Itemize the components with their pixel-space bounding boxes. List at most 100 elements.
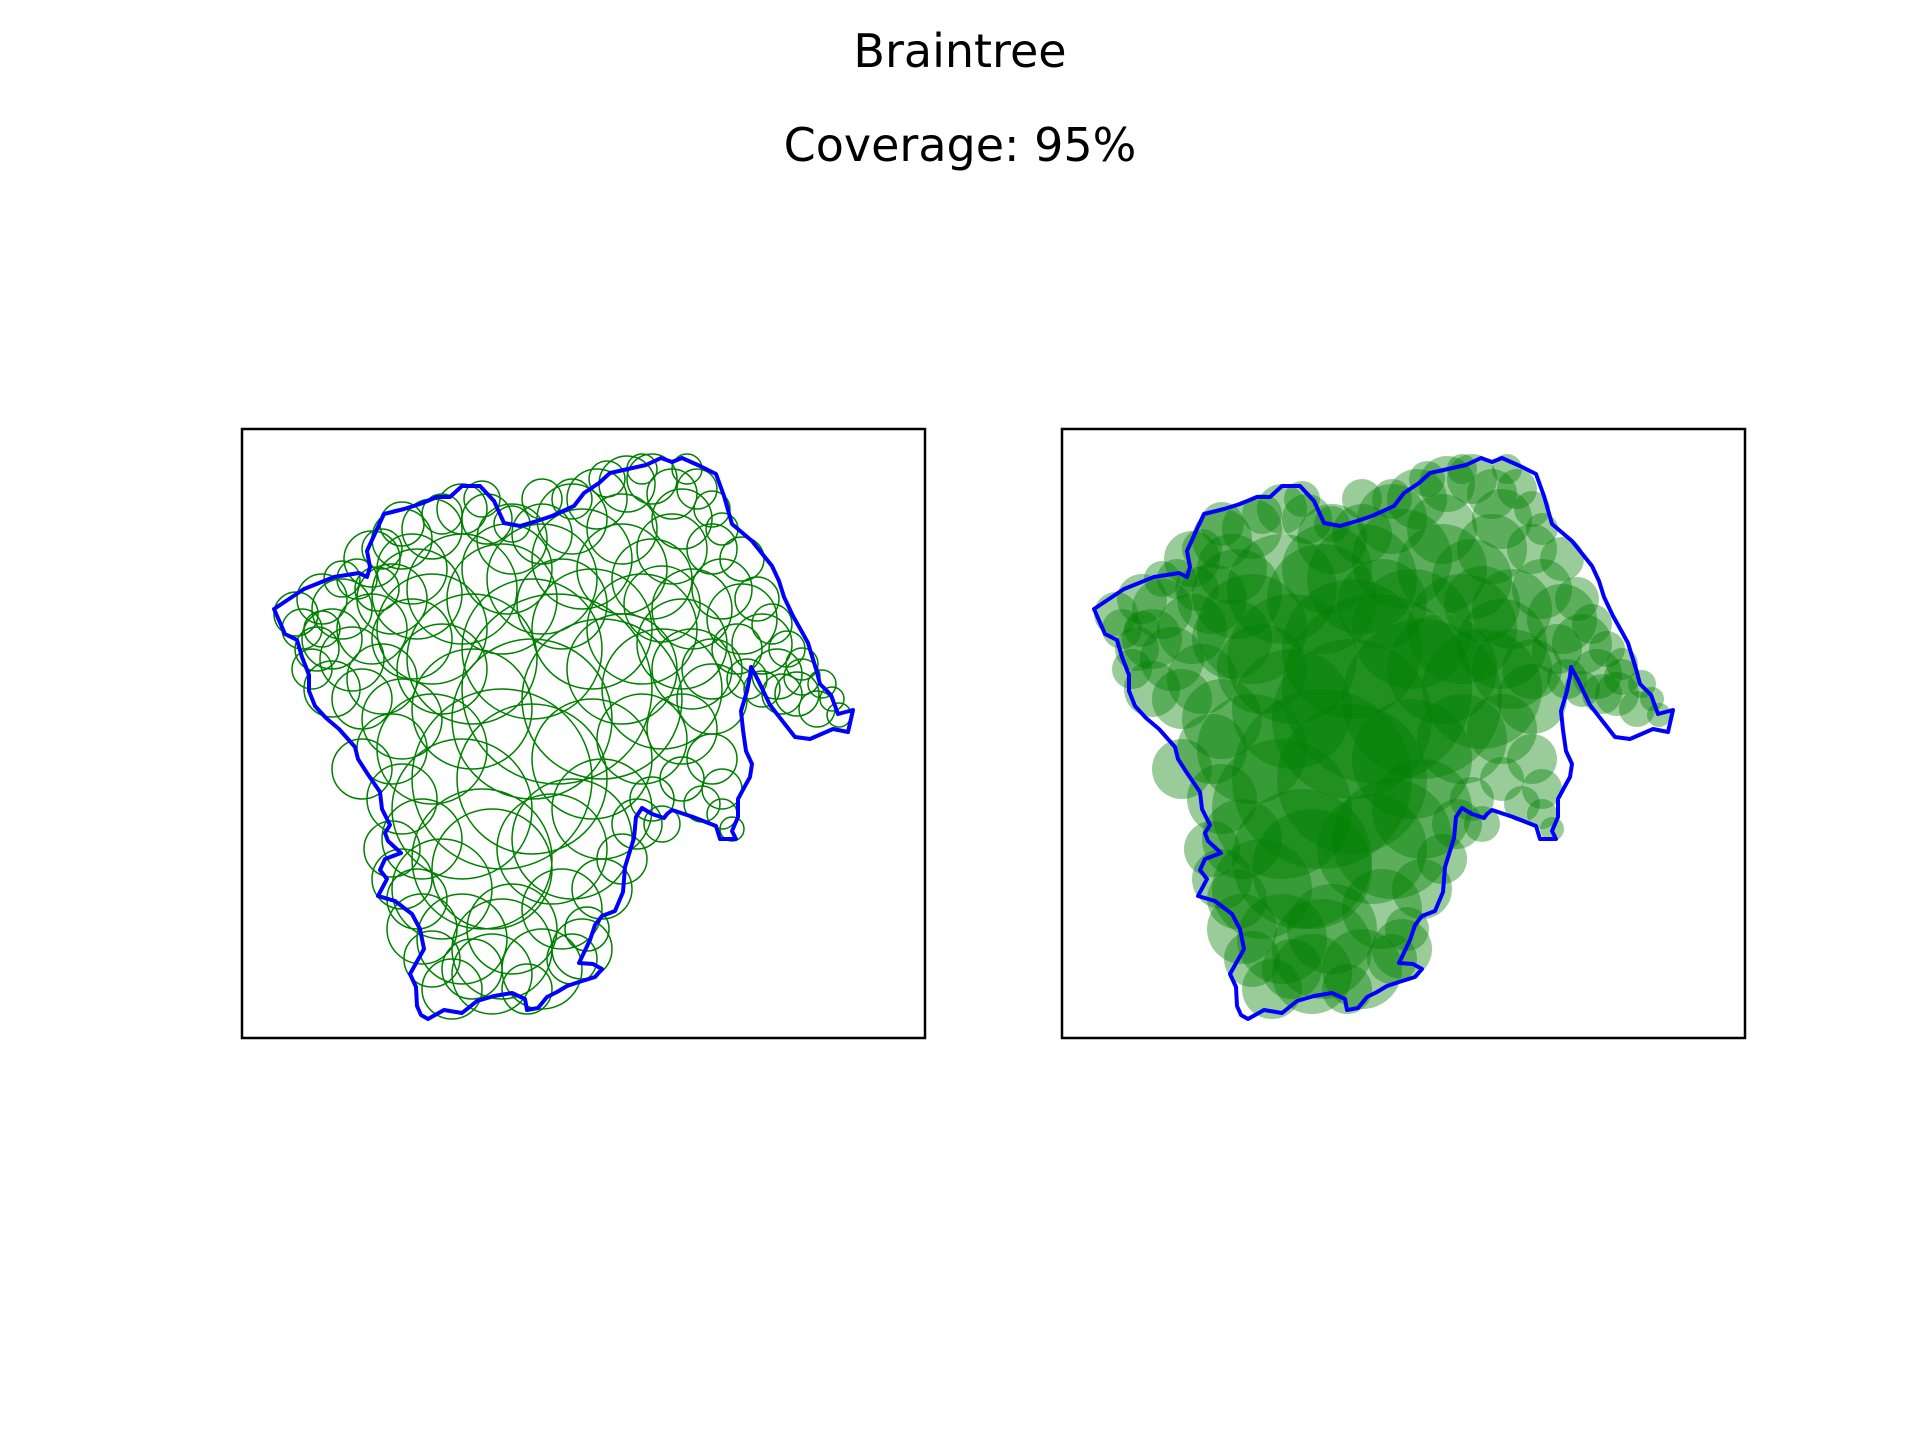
coverage-circle xyxy=(411,648,533,770)
coverage-circle xyxy=(1177,714,1247,784)
coverage-circle xyxy=(659,756,705,802)
coverage-circle xyxy=(1252,809,1372,929)
coverage-circle xyxy=(1352,569,1472,689)
coverage-circle xyxy=(461,578,603,720)
coverage-circle xyxy=(1284,481,1320,517)
panel-outline-circles xyxy=(240,427,927,1040)
coverage-circle xyxy=(691,558,753,620)
coverage-circle xyxy=(586,493,658,565)
coverage-circle xyxy=(411,788,553,930)
coverage-circle xyxy=(1232,789,1372,929)
coverage-circle xyxy=(1467,469,1517,519)
coverage-circle xyxy=(626,453,678,505)
coverage-circle xyxy=(1619,691,1655,727)
coverage-circle xyxy=(1287,884,1377,974)
coverage-circle xyxy=(1212,839,1312,939)
coverage-circle xyxy=(1237,894,1327,984)
coverage-circle xyxy=(1222,499,1282,559)
coverage-circle xyxy=(331,738,393,800)
coverage-circle xyxy=(476,503,548,575)
coverage-circle xyxy=(731,613,793,675)
coverage-circle xyxy=(1372,479,1412,519)
coverage-circle xyxy=(1352,699,1472,819)
coverage-circle xyxy=(381,798,463,880)
coverage-circle xyxy=(303,610,341,648)
coverage-circle xyxy=(1182,679,1262,759)
coverage-circle xyxy=(1197,694,1307,804)
coverage-circle xyxy=(406,593,538,725)
coverage-circle xyxy=(1115,627,1159,671)
coverage-circle xyxy=(1227,594,1357,724)
coverage-circle xyxy=(651,628,733,710)
coverage-circle xyxy=(371,598,453,680)
coverage-circle xyxy=(1504,786,1540,822)
district-boundary xyxy=(1092,456,1675,1021)
coverage-circle xyxy=(354,566,400,612)
coverage-circle xyxy=(1277,704,1427,854)
coverage-circles-2 xyxy=(1094,454,1671,1019)
coverage-circle xyxy=(531,508,633,610)
coverage-circle xyxy=(1532,624,1582,674)
coverage-circle xyxy=(1572,649,1622,699)
coverage-circle xyxy=(1192,509,1252,569)
coverage-circle xyxy=(456,703,608,855)
coverage-circle xyxy=(1572,604,1612,644)
coverage-circle xyxy=(588,460,626,498)
coverage-circle xyxy=(1472,489,1532,549)
coverage-circle xyxy=(303,660,361,718)
coverage-subtitle: Coverage: 95% xyxy=(783,118,1137,172)
coverage-circle xyxy=(1555,577,1599,621)
coverage-circle xyxy=(774,671,820,717)
coverage-circle xyxy=(734,576,780,622)
coverage-circle xyxy=(531,568,653,690)
coverage-circle xyxy=(1167,644,1237,714)
coverage-circle xyxy=(686,523,738,575)
coverage-circle xyxy=(1342,869,1422,949)
coverage-circle xyxy=(1502,639,1562,699)
coverage-circle xyxy=(1497,664,1567,734)
coverage-circle xyxy=(451,898,553,1000)
coverage-circle xyxy=(676,468,718,510)
coverage-circle xyxy=(807,669,837,699)
coverage-circle xyxy=(681,638,743,700)
coverage-circle xyxy=(1192,599,1272,679)
coverage-circle xyxy=(686,733,738,785)
coverage-circle xyxy=(646,693,718,765)
coverage-circle xyxy=(1514,491,1550,527)
coverage-circle xyxy=(1197,534,1267,604)
coverage-circle xyxy=(1342,479,1382,519)
coverage-circle xyxy=(643,805,681,843)
coverage-circle xyxy=(1472,629,1552,709)
coverage-circle xyxy=(1352,509,1452,609)
coverage-circle xyxy=(751,603,793,645)
coverage-circle xyxy=(1432,539,1512,619)
coverage-circle xyxy=(516,558,608,650)
coverage-circle xyxy=(1527,584,1597,654)
coverage-circle xyxy=(1272,639,1432,799)
coverage-circle xyxy=(1547,659,1587,699)
coverage-circle xyxy=(1262,939,1322,999)
coverage-circle xyxy=(1322,964,1372,1014)
coverage-circle xyxy=(1332,504,1392,564)
coverage-circle xyxy=(1332,779,1452,899)
coverage-circle xyxy=(294,626,340,672)
coverage-circle xyxy=(396,623,488,715)
coverage-circle xyxy=(411,688,593,870)
coverage-circle xyxy=(1417,694,1507,784)
coverage-circle xyxy=(1582,674,1622,714)
coverage-circle xyxy=(1124,611,1160,647)
coverage-circle xyxy=(651,568,733,650)
coverage-circle xyxy=(1232,689,1412,869)
coverage-circle xyxy=(1207,869,1267,929)
coverage-circle xyxy=(486,523,598,635)
coverage-circle xyxy=(1197,574,1307,684)
coverage-circle xyxy=(1157,559,1197,599)
coverage-circle xyxy=(1202,799,1282,879)
coverage-circle xyxy=(1267,544,1377,654)
coverage-circle xyxy=(1357,484,1427,554)
coverage-circle xyxy=(564,906,610,952)
coverage-circle xyxy=(403,930,461,988)
coverage-circle xyxy=(761,673,803,715)
coverage-circle xyxy=(693,490,731,528)
